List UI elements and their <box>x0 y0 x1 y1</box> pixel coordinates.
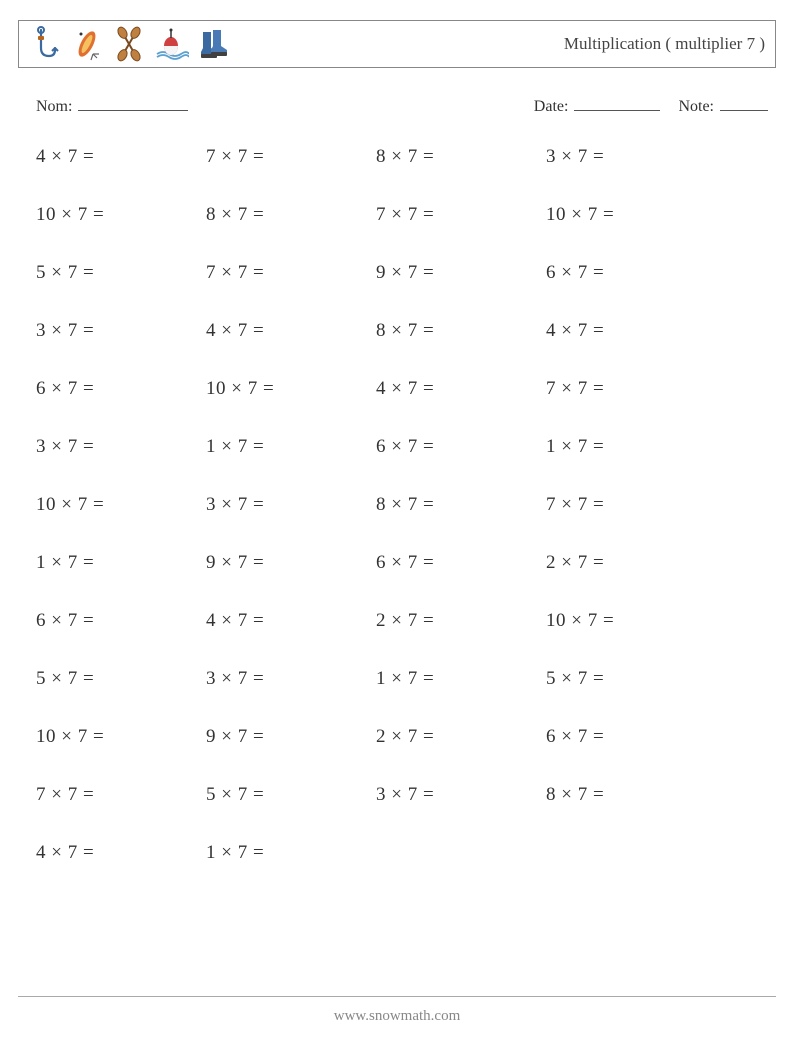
problem-cell: 10 × 7 = <box>546 204 716 226</box>
problem-cell: 8 × 7 = <box>376 146 546 168</box>
problem-cell: 6 × 7 = <box>376 552 546 574</box>
problem-cell: 4 × 7 = <box>206 610 376 632</box>
problem-cell: 1 × 7 = <box>206 842 376 864</box>
problem-cell: 7 × 7 = <box>376 204 546 226</box>
meta-row: Nom: Date: Note: <box>36 94 768 116</box>
problem-cell: 7 × 7 = <box>206 262 376 284</box>
problem-cell: 9 × 7 = <box>206 552 376 574</box>
problem-cell: 4 × 7 = <box>206 320 376 342</box>
name-label: Nom: <box>36 98 72 115</box>
problem-cell: 5 × 7 = <box>546 668 716 690</box>
header-box: Multiplication ( multiplier 7 ) <box>18 20 776 68</box>
problem-cell: 8 × 7 = <box>546 784 716 806</box>
name-blank[interactable] <box>78 94 188 111</box>
problem-cell: 6 × 7 = <box>546 262 716 284</box>
problem-cell: 7 × 7 = <box>36 784 206 806</box>
footer-url: www.snowmath.com <box>0 1008 794 1025</box>
problem-cell: 1 × 7 = <box>206 436 376 458</box>
problem-cell: 8 × 7 = <box>376 494 546 516</box>
problem-cell: 3 × 7 = <box>376 784 546 806</box>
problem-cell: 4 × 7 = <box>376 378 546 400</box>
problem-cell: 4 × 7 = <box>36 146 206 168</box>
problem-cell: 5 × 7 = <box>206 784 376 806</box>
boots-icon <box>193 24 233 64</box>
problem-cell: 5 × 7 = <box>36 668 206 690</box>
problem-cell: 9 × 7 = <box>206 726 376 748</box>
problem-cell: 9 × 7 = <box>376 262 546 284</box>
note-field: Note: <box>678 94 768 116</box>
problem-cell: 10 × 7 = <box>206 378 376 400</box>
problem-cell: 6 × 7 = <box>546 726 716 748</box>
problem-cell: 7 × 7 = <box>206 146 376 168</box>
note-blank[interactable] <box>720 94 768 111</box>
float-icon <box>151 24 191 64</box>
problem-cell <box>376 842 546 864</box>
problem-cell: 6 × 7 = <box>36 378 206 400</box>
problem-cell: 2 × 7 = <box>376 726 546 748</box>
problem-cell: 4 × 7 = <box>36 842 206 864</box>
problem-cell: 5 × 7 = <box>36 262 206 284</box>
problem-cell <box>546 842 716 864</box>
problem-cell: 10 × 7 = <box>546 610 716 632</box>
problem-cell: 6 × 7 = <box>376 436 546 458</box>
problem-cell: 4 × 7 = <box>546 320 716 342</box>
problem-cell: 2 × 7 = <box>376 610 546 632</box>
problem-cell: 8 × 7 = <box>376 320 546 342</box>
problem-cell: 10 × 7 = <box>36 494 206 516</box>
date-label: Date: <box>534 98 569 115</box>
hook-icon <box>25 24 65 64</box>
problem-cell: 3 × 7 = <box>36 320 206 342</box>
problem-cell: 1 × 7 = <box>36 552 206 574</box>
problem-cell: 3 × 7 = <box>206 668 376 690</box>
worksheet-title: Multiplication ( multiplier 7 ) <box>564 34 765 54</box>
problem-cell: 7 × 7 = <box>546 494 716 516</box>
date-field: Date: <box>534 94 661 116</box>
problem-cell: 7 × 7 = <box>546 378 716 400</box>
footer-divider <box>18 996 776 997</box>
problem-cell: 6 × 7 = <box>36 610 206 632</box>
problem-cell: 8 × 7 = <box>206 204 376 226</box>
problem-cell: 1 × 7 = <box>376 668 546 690</box>
problem-cell: 3 × 7 = <box>206 494 376 516</box>
lure-icon <box>67 24 107 64</box>
problem-cell: 3 × 7 = <box>36 436 206 458</box>
name-field: Nom: <box>36 94 188 116</box>
problem-cell: 2 × 7 = <box>546 552 716 574</box>
problem-cell: 1 × 7 = <box>546 436 716 458</box>
problems-grid: 4 × 7 =7 × 7 =8 × 7 =3 × 7 =10 × 7 =8 × … <box>36 146 776 864</box>
problem-cell: 10 × 7 = <box>36 204 206 226</box>
paddles-icon <box>109 24 149 64</box>
header-icons <box>25 24 233 64</box>
problem-cell: 3 × 7 = <box>546 146 716 168</box>
note-label: Note: <box>678 98 714 115</box>
problem-cell: 10 × 7 = <box>36 726 206 748</box>
date-blank[interactable] <box>574 94 660 111</box>
